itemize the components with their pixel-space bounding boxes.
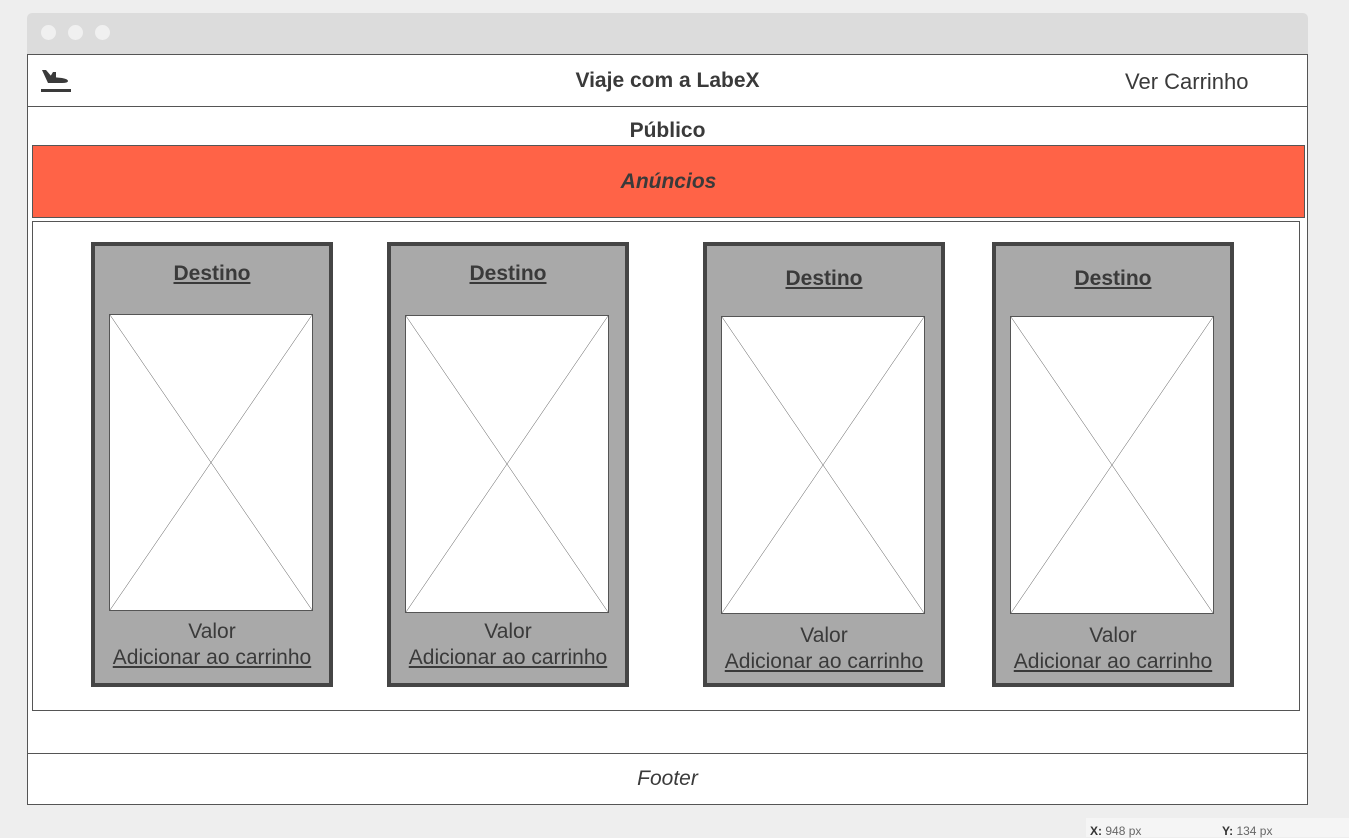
site-title: Viaje com a LabeX — [575, 69, 760, 92]
card-value: Valor — [188, 620, 236, 643]
card-value: Valor — [484, 620, 532, 643]
site-footer: Footer — [28, 753, 1307, 805]
card-value: Valor — [1089, 624, 1137, 647]
airplane-departure-icon[interactable] — [40, 67, 72, 97]
site-header: Viaje com a LabeX Ver Carrinho — [28, 55, 1307, 107]
ads-banner: Anúncios — [32, 145, 1305, 218]
image-placeholder — [405, 315, 609, 613]
card-value: Valor — [800, 624, 848, 647]
destination-card: Destino Valor Adicionar ao carrinho — [387, 242, 629, 687]
y-value: 134 px — [1236, 824, 1273, 838]
cards-container: Destino Valor Adicionar ao carrinho Dest… — [32, 221, 1300, 711]
x-value: 948 px — [1105, 824, 1142, 838]
image-placeholder-icon — [406, 316, 608, 612]
card-destination-title[interactable]: Destino — [469, 262, 547, 285]
browser-chrome — [27, 13, 1308, 55]
add-to-cart-link[interactable]: Adicionar ao carrinho — [724, 650, 924, 673]
window-dot-maximize[interactable] — [95, 25, 110, 40]
card-destination-title[interactable]: Destino — [785, 267, 863, 290]
footer-label: Footer — [637, 767, 698, 790]
cursor-coordinates: X: 948 px Y: 134 px — [1086, 818, 1349, 838]
x-label: X: — [1090, 824, 1102, 838]
image-placeholder-icon — [110, 315, 312, 610]
image-placeholder — [1010, 316, 1214, 614]
image-placeholder — [109, 314, 313, 611]
x-coordinate: X: 948 px — [1090, 824, 1141, 838]
image-placeholder — [721, 316, 925, 614]
ads-label: Anúncios — [620, 170, 717, 193]
view-cart-link[interactable]: Ver Carrinho — [1125, 69, 1249, 94]
wireframe-page: Viaje com a LabeX Ver Carrinho Público A… — [27, 54, 1308, 805]
y-coordinate: Y: 134 px — [1222, 824, 1272, 838]
window-dot-minimize[interactable] — [68, 25, 83, 40]
add-to-cart-link[interactable]: Adicionar ao carrinho — [1013, 650, 1213, 673]
add-to-cart-link[interactable]: Adicionar ao carrinho — [112, 646, 312, 669]
card-destination-title[interactable]: Destino — [1074, 267, 1152, 290]
destination-card: Destino Valor Adicionar ao carrinho — [703, 242, 945, 687]
card-destination-title[interactable]: Destino — [173, 262, 251, 285]
window-dot-close[interactable] — [41, 25, 56, 40]
image-placeholder-icon — [1011, 317, 1213, 613]
image-placeholder-icon — [722, 317, 924, 613]
y-label: Y: — [1222, 824, 1234, 838]
destination-card: Destino Valor Adicionar ao carrinho — [992, 242, 1234, 687]
section-title: Público — [629, 119, 706, 142]
add-to-cart-link[interactable]: Adicionar ao carrinho — [408, 646, 608, 669]
destination-card: Destino Valor Adicionar ao carrinho — [91, 242, 333, 687]
